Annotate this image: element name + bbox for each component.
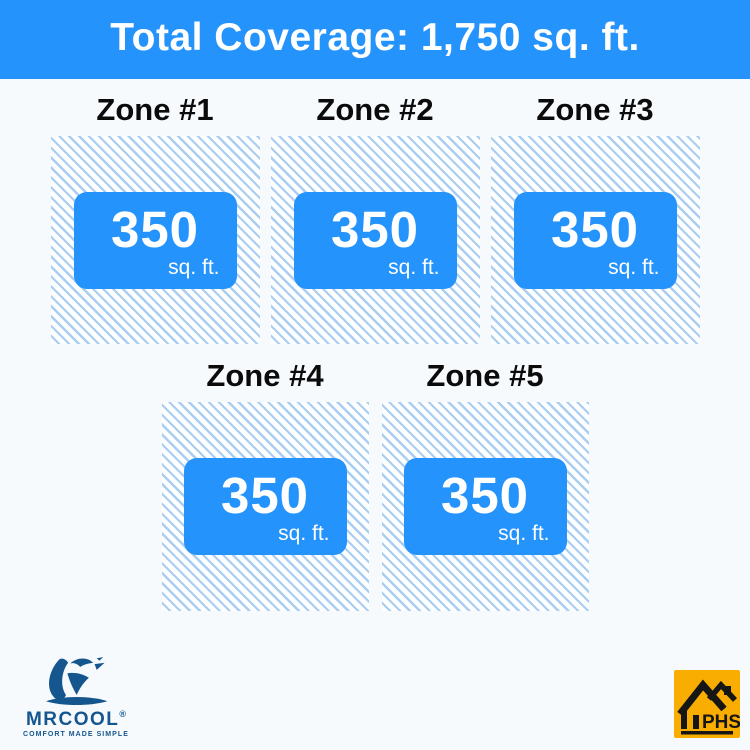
zone-2-coverage-area: 350 sq. ft.: [270, 136, 480, 344]
zone-3-coverage-area: 350 sq. ft.: [490, 136, 700, 344]
zone-4-coverage-area: 350 sq. ft.: [161, 402, 369, 611]
phs-roof-house-icon: PHS: [674, 670, 741, 742]
zone-4-label: Zone #4: [206, 358, 324, 393]
zone-3: Zone #3 350 sq. ft.: [490, 92, 700, 344]
zone-4-coverage-card: 350 sq. ft.: [183, 458, 347, 555]
zone-1: Zone #1 350 sq. ft.: [50, 92, 260, 344]
zone-4-coverage-unit: sq. ft.: [278, 522, 330, 546]
phs-label: PHS: [702, 712, 740, 733]
zone-row-top: Zone #1 350 sq. ft. Zone #2 350 sq. ft. …: [0, 92, 750, 344]
zone-3-coverage-unit: sq. ft.: [608, 255, 660, 279]
zone-3-coverage-card: 350 sq. ft.: [513, 191, 677, 289]
zone-4: Zone #4 350 sq. ft.: [161, 358, 369, 611]
mrcool-penguin-icon: [16, 657, 136, 707]
mrcool-tagline: COMFORT MADE SIMPLE: [23, 731, 129, 738]
mrcool-wordmark: MRCOOL®: [25, 709, 127, 730]
zone-3-label: Zone #3: [536, 92, 654, 127]
zone-3-coverage-value: 350: [550, 200, 640, 258]
total-coverage-banner: Total Coverage: 1,750 sq. ft.: [0, 0, 750, 79]
zone-1-coverage-unit: sq. ft.: [168, 255, 220, 279]
zone-5-coverage-area: 350 sq. ft.: [381, 402, 589, 611]
zone-1-coverage-value: 350: [110, 200, 200, 258]
zone-row-bottom: Zone #4 350 sq. ft. Zone #5 350 sq. ft.: [0, 358, 750, 611]
zone-2-label: Zone #2: [316, 92, 434, 127]
zone-2-coverage-value: 350: [330, 200, 420, 258]
zone-5-coverage-unit: sq. ft.: [498, 522, 550, 546]
zone-5: Zone #5 350 sq. ft.: [381, 358, 589, 611]
zone-4-coverage-value: 350: [220, 467, 310, 525]
zone-1-label: Zone #1: [96, 92, 214, 127]
zone-5-coverage-card: 350 sq. ft.: [403, 458, 567, 555]
zone-1-coverage-card: 350 sq. ft.: [73, 191, 237, 289]
total-coverage-title: Total Coverage: 1,750 sq. ft.: [110, 16, 640, 59]
registered-mark: ®: [119, 709, 127, 719]
zone-1-coverage-area: 350 sq. ft.: [50, 136, 260, 344]
zone-2-coverage-unit: sq. ft.: [388, 255, 440, 279]
zone-5-coverage-value: 350: [440, 467, 530, 525]
zone-2-coverage-card: 350 sq. ft.: [293, 191, 457, 289]
zone-2: Zone #2 350 sq. ft.: [270, 92, 480, 344]
mrcool-logo: MRCOOL® COMFORT MADE SIMPLE: [16, 657, 136, 738]
zone-5-label: Zone #5: [426, 358, 544, 393]
phs-logo: PHS: [674, 670, 741, 738]
